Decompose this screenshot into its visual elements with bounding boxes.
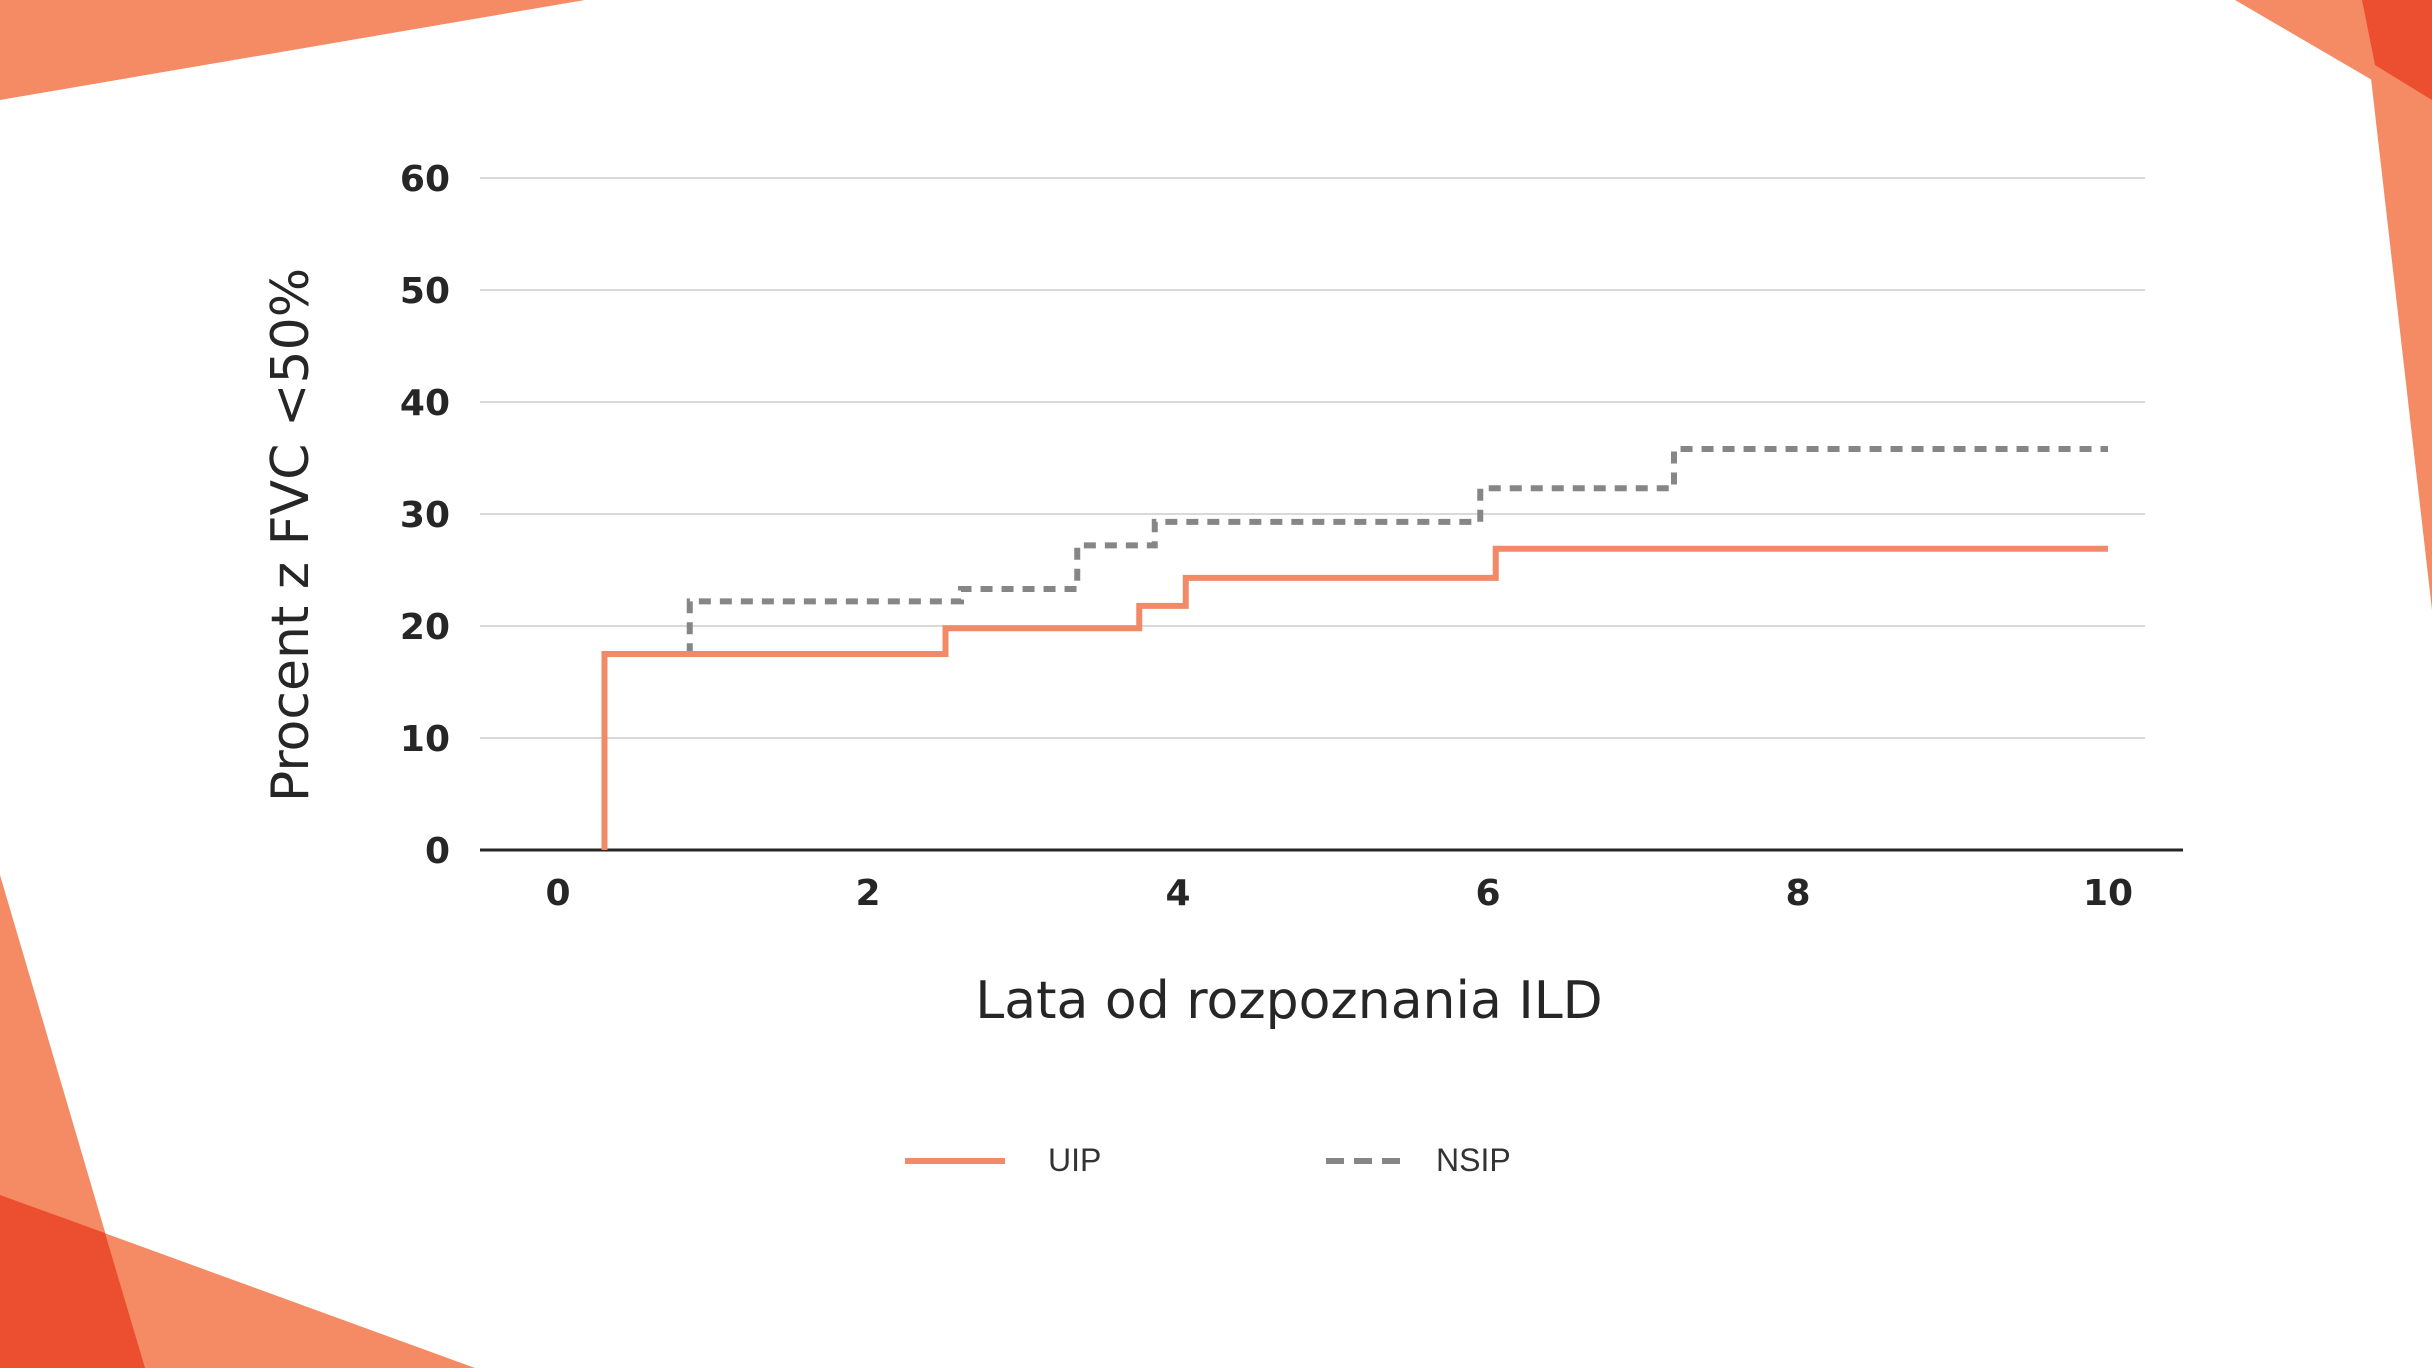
x-tick-label: 4 <box>1165 873 1190 914</box>
y-tick-label: 40 <box>400 383 450 424</box>
legend-label-uip: UIP <box>1048 1142 1101 1178</box>
y-tick-label: 50 <box>400 271 450 312</box>
gridlines <box>480 177 2145 739</box>
x-tick-label: 0 <box>545 873 570 914</box>
x-tick-label: 2 <box>855 873 880 914</box>
x-axis-title: Lata od rozpoznania ILD <box>975 971 1602 1031</box>
right-edge-shape <box>2362 0 2432 610</box>
bottom-left-dark-shape <box>0 1195 145 1368</box>
y-tick-label: 0 <box>425 831 450 872</box>
y-axis-title: Procent z FVC <50% <box>261 268 321 802</box>
x-tick-labels: 0 2 4 6 8 10 <box>545 873 2133 914</box>
legend-label-nsip: NSIP <box>1436 1142 1511 1178</box>
top-left-corner-shape <box>0 0 585 100</box>
legend-item-uip: UIP <box>905 1142 1101 1178</box>
x-tick-label: 8 <box>1785 873 1810 914</box>
y-tick-label: 10 <box>400 719 450 760</box>
data-series <box>601 446 2108 850</box>
x-tick-label: 10 <box>2083 873 2133 914</box>
top-right-dark-shape <box>2362 0 2432 100</box>
legend-item-nsip: NSIP <box>1326 1142 1511 1178</box>
x-tick-label: 6 <box>1475 873 1500 914</box>
series-line-nsip <box>604 446 2108 657</box>
series-line-uip <box>601 545 2108 850</box>
y-tick-label: 60 <box>400 159 450 200</box>
legend: UIP NSIP <box>905 1142 1511 1178</box>
y-tick-label: 20 <box>400 607 450 648</box>
y-tick-label: 30 <box>400 495 450 536</box>
y-tick-labels: 0 10 20 30 40 50 60 <box>400 159 450 872</box>
